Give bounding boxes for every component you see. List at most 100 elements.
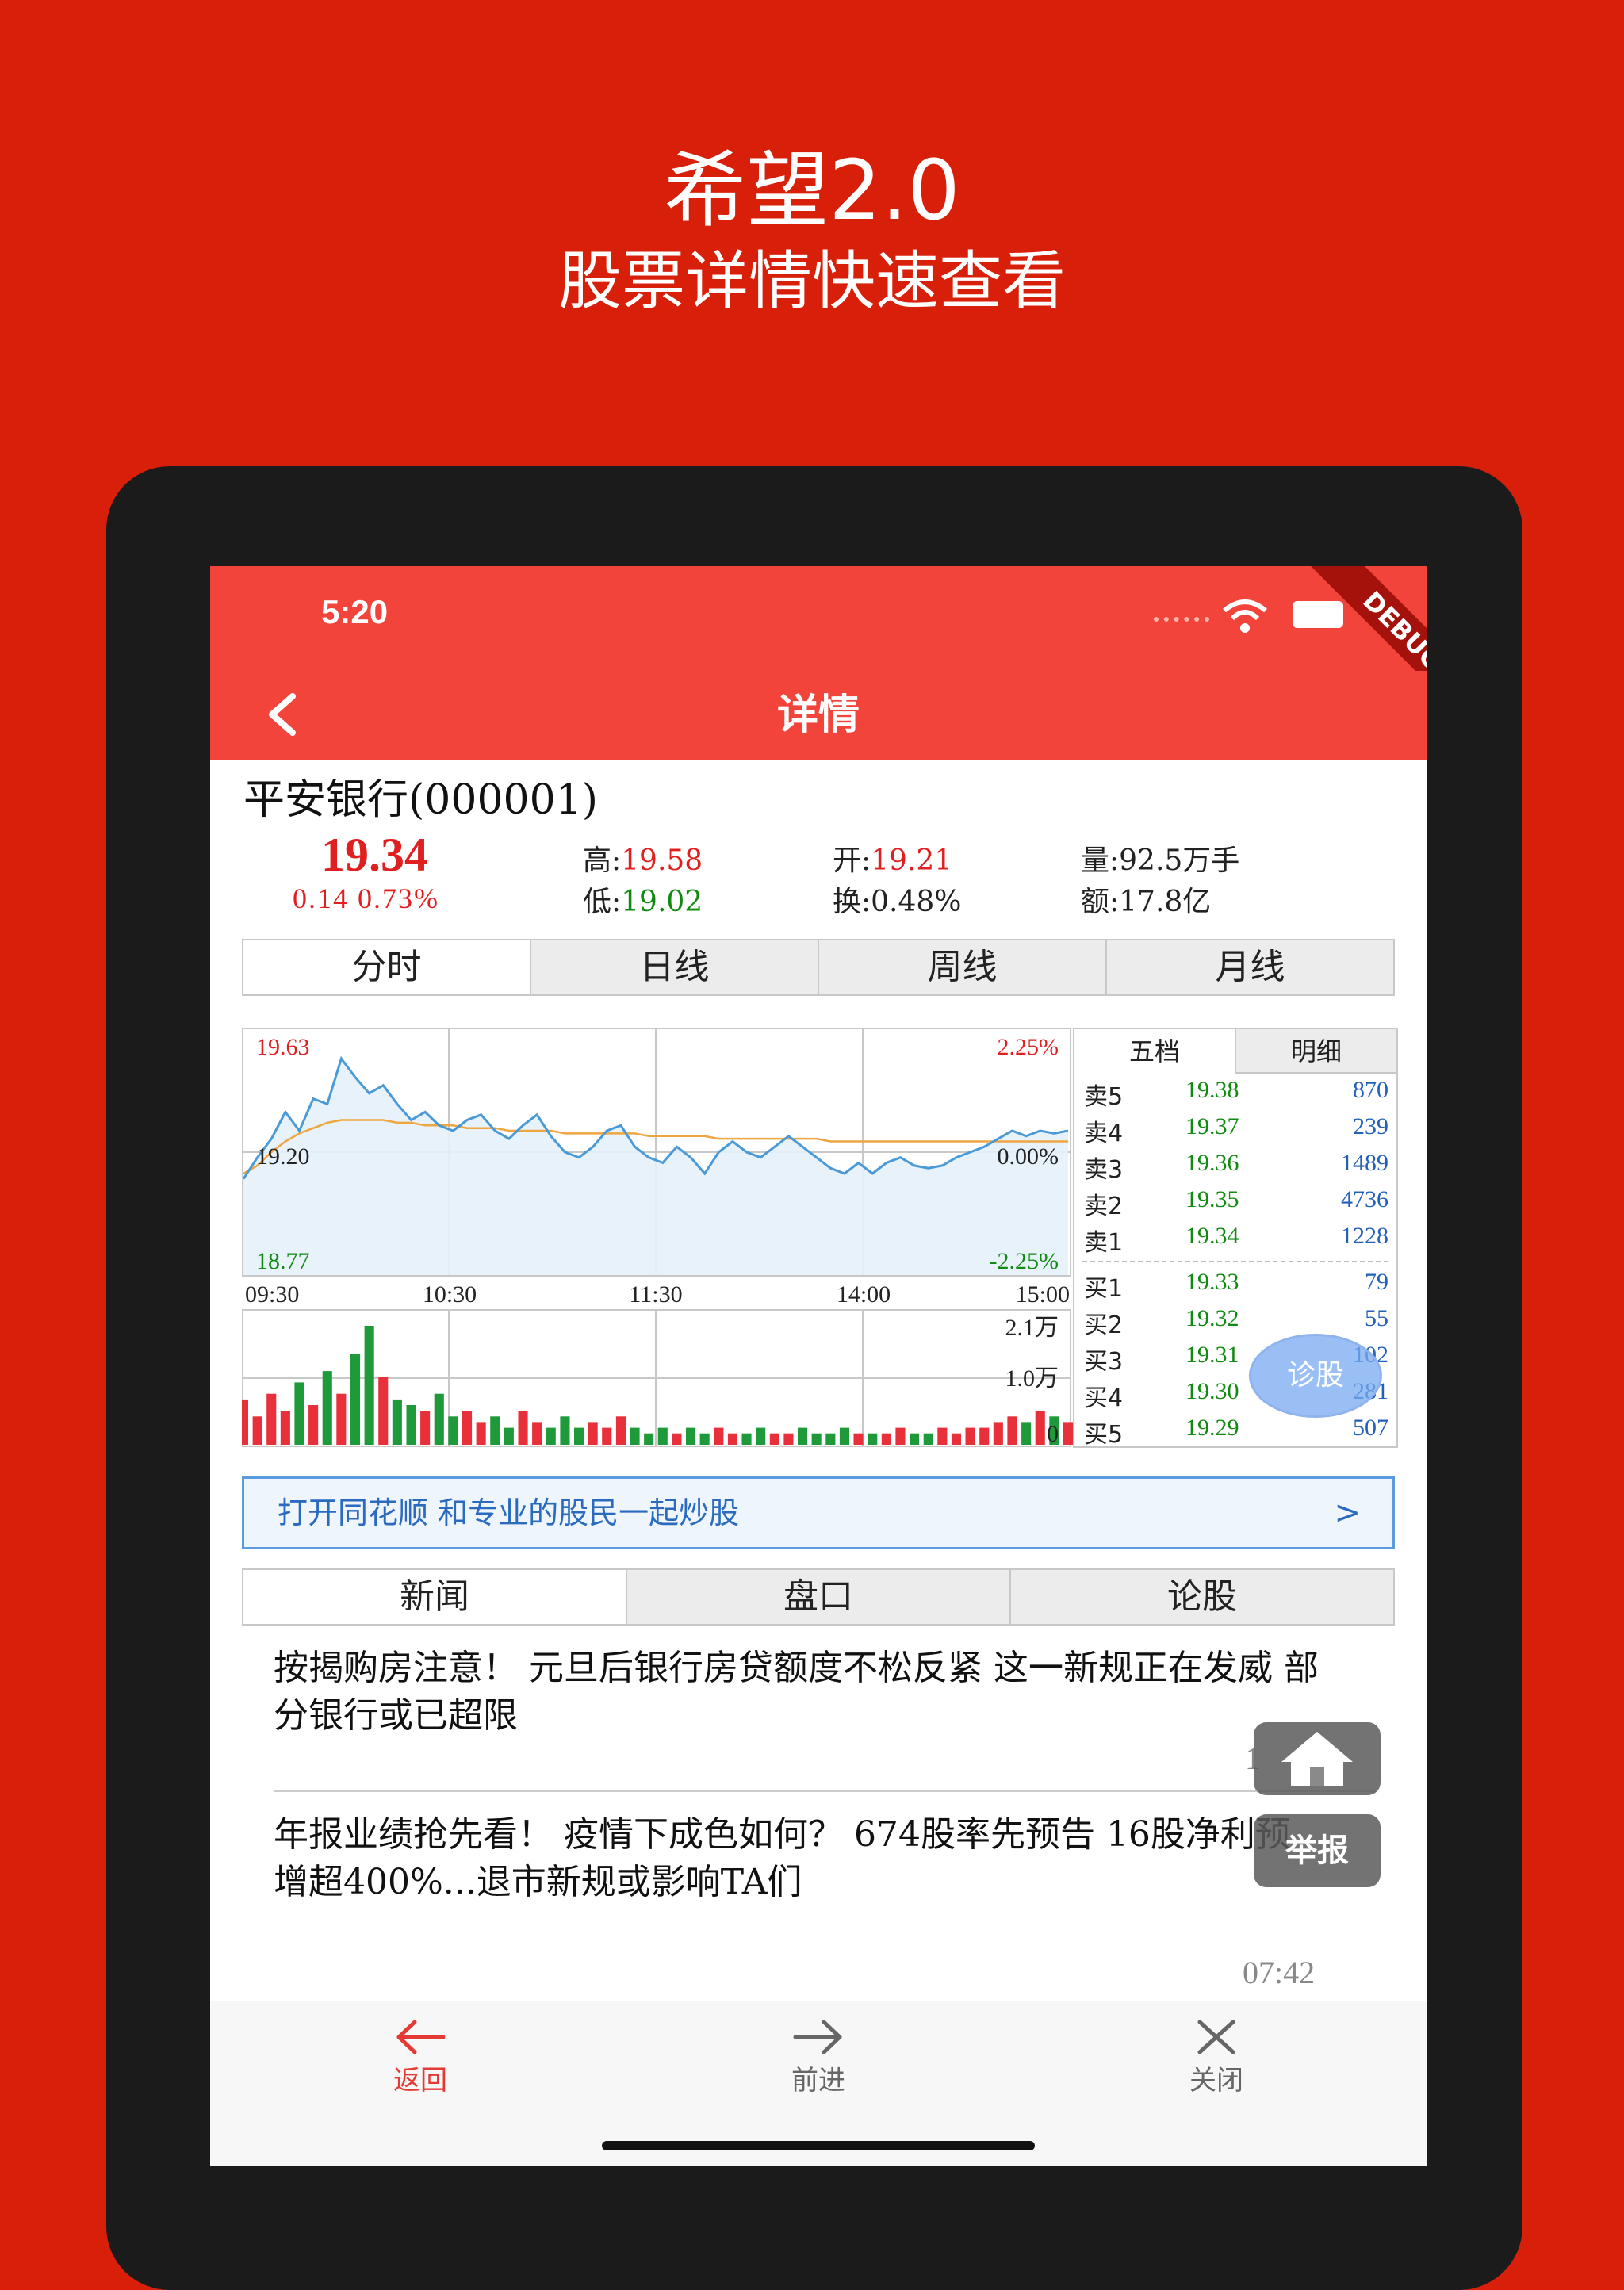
volume-bar (825, 1433, 836, 1445)
nav-bar: 详情 (210, 671, 1427, 760)
price-line (242, 1055, 1069, 1180)
news-item-title[interactable]: 按揭购房注意！ 元旦后银行房贷额度不松反紧 这一新规正在发威 部分银行或已超限 (274, 1648, 1319, 1736)
volume-bar (504, 1427, 514, 1445)
volume-bar (406, 1405, 416, 1445)
avg-price-line (243, 1119, 1068, 1175)
volume-bar (910, 1433, 920, 1445)
x-tick-1500: 15:00 (1016, 1281, 1070, 1308)
volume-bar (937, 1427, 948, 1445)
vol-label-zero: 0 (1047, 1421, 1059, 1447)
volume-bar (448, 1416, 458, 1445)
tab-weekly[interactable]: 周线 (818, 940, 1105, 994)
open-app-banner[interactable]: 打开同花顺 和专业的股民一起炒股 > (242, 1476, 1395, 1549)
volume-bar (378, 1377, 389, 1445)
sell-row-2: 卖2 19.35 4736 (1084, 1186, 1388, 1220)
close-icon (1197, 2020, 1235, 2054)
volume-bar (420, 1411, 431, 1445)
stat-low: 低:19.02 (583, 886, 703, 918)
buy-row-5: 买5 19.29 507 (1084, 1415, 1388, 1449)
tab-discussion[interactable]: 论股 (1009, 1570, 1393, 1624)
tab-details[interactable]: 明细 (1235, 1029, 1396, 1074)
tab-news[interactable]: 新闻 (243, 1570, 626, 1624)
volume-bar (993, 1422, 1003, 1445)
volume-bar (242, 1399, 248, 1445)
volume-bar (868, 1433, 878, 1445)
volume-bar (756, 1427, 766, 1445)
volume-bar (811, 1433, 822, 1445)
stat-amount: 额:17.8亿 (1081, 886, 1212, 918)
report-button[interactable]: 举报 (1254, 1814, 1381, 1887)
pct-label-high: 2.25% (998, 1034, 1059, 1060)
volume-bar (252, 1416, 262, 1445)
order-book-tabs: 五档 明细 (1074, 1029, 1396, 1074)
volume-bar (266, 1393, 277, 1445)
pct-label-low: -2.25% (990, 1248, 1059, 1274)
nav-back[interactable]: 返回 (325, 2017, 515, 2097)
volume-bar (434, 1393, 444, 1445)
promo-subtitle: 股票详情快速查看 (558, 244, 1066, 318)
book-divider (1082, 1261, 1388, 1262)
diagnose-button[interactable]: 诊股 (1249, 1334, 1382, 1418)
volume-bar (923, 1433, 933, 1445)
stat-open: 开:19.21 (833, 844, 953, 877)
sell-row-3: 卖3 19.36 1489 (1084, 1150, 1388, 1184)
volume-bar (644, 1433, 654, 1445)
signal-icon (1154, 617, 1209, 628)
tab-monthly[interactable]: 月线 (1105, 940, 1393, 994)
volume-bar (308, 1405, 319, 1445)
home-icon (1281, 1732, 1353, 1786)
volume-bar (336, 1393, 347, 1445)
current-price: 19.34 (321, 829, 428, 881)
volume-bar (1049, 1416, 1059, 1445)
tab-daily[interactable]: 日线 (530, 940, 818, 994)
sell-row-1: 卖1 19.34 1228 (1084, 1223, 1388, 1257)
nav-forward-label: 前进 (791, 2065, 845, 2097)
news-item-title[interactable]: 年报业绩抢先看！ 疫情下成色如何？ 674股率先预告 16股净利预增超400%.… (274, 1814, 1290, 1902)
volume-bar (532, 1422, 542, 1445)
volume-bar (615, 1416, 626, 1445)
y-label-high: 19.63 (256, 1034, 310, 1060)
battery-icon (1293, 601, 1343, 628)
volume-bar (714, 1427, 724, 1445)
volume-bar (727, 1433, 737, 1445)
volume-bar (783, 1433, 794, 1445)
news-item-time: 07:42 (1243, 1955, 1316, 1990)
volume-bar (853, 1433, 864, 1445)
bottom-nav: 返回 前进 关闭 (210, 2001, 1427, 2166)
x-tick-1130: 11:30 (629, 1281, 682, 1308)
home-button[interactable] (1254, 1722, 1381, 1795)
volume-bar (1035, 1411, 1045, 1445)
tab-five-levels[interactable]: 五档 (1074, 1029, 1235, 1074)
app-screen: 5:20 DEBUG 详情 平安银行(000001) 19.34 0.14 0.… (210, 566, 1427, 2166)
chevron-left-icon[interactable] (256, 687, 312, 742)
nav-close[interactable]: 关闭 (1121, 2017, 1312, 2097)
volume-bar (574, 1427, 584, 1445)
stat-volume: 量:92.5万手 (1081, 844, 1240, 877)
price-area (243, 1059, 1068, 1275)
tab-market[interactable]: 盘口 (626, 1570, 1009, 1624)
vol-label-mid: 1.0万 (1005, 1365, 1059, 1392)
volume-bar (392, 1399, 402, 1445)
news-divider (274, 1790, 1376, 1792)
pct-label-mid: 0.00% (998, 1143, 1059, 1170)
intraday-chart[interactable]: 19.63 19.20 18.77 2.25% 0.00% -2.25% 09:… (242, 1028, 1073, 1448)
volume-bar (686, 1427, 696, 1445)
volume-bar (462, 1411, 473, 1445)
nav-forward[interactable]: 前进 (723, 2017, 914, 2097)
x-tick-1400: 14:00 (837, 1281, 891, 1308)
arrow-left-icon (396, 2020, 446, 2054)
volume-bar (741, 1433, 752, 1445)
stock-name: 平安银行(000001) (243, 776, 599, 824)
tab-intraday[interactable]: 分时 (243, 940, 530, 994)
stat-turnover: 换:0.48% (833, 886, 962, 918)
promo-title: 希望2.0 (664, 142, 960, 239)
nav-close-label: 关闭 (1189, 2065, 1243, 2097)
volume-bar (798, 1427, 808, 1445)
x-tick-0930: 09:30 (245, 1281, 299, 1308)
vol-label-max: 2.1万 (1005, 1315, 1059, 1341)
volume-bar (672, 1433, 682, 1445)
order-book: 五档 明细 卖5 19.38 870 卖4 19.37 239 卖3 19.36 1489 … (1073, 1028, 1398, 1449)
buy-row-2: 买2 19.32 55 (1084, 1305, 1388, 1339)
volume-bar (1063, 1422, 1073, 1445)
stat-high: 高:19.58 (583, 844, 703, 877)
